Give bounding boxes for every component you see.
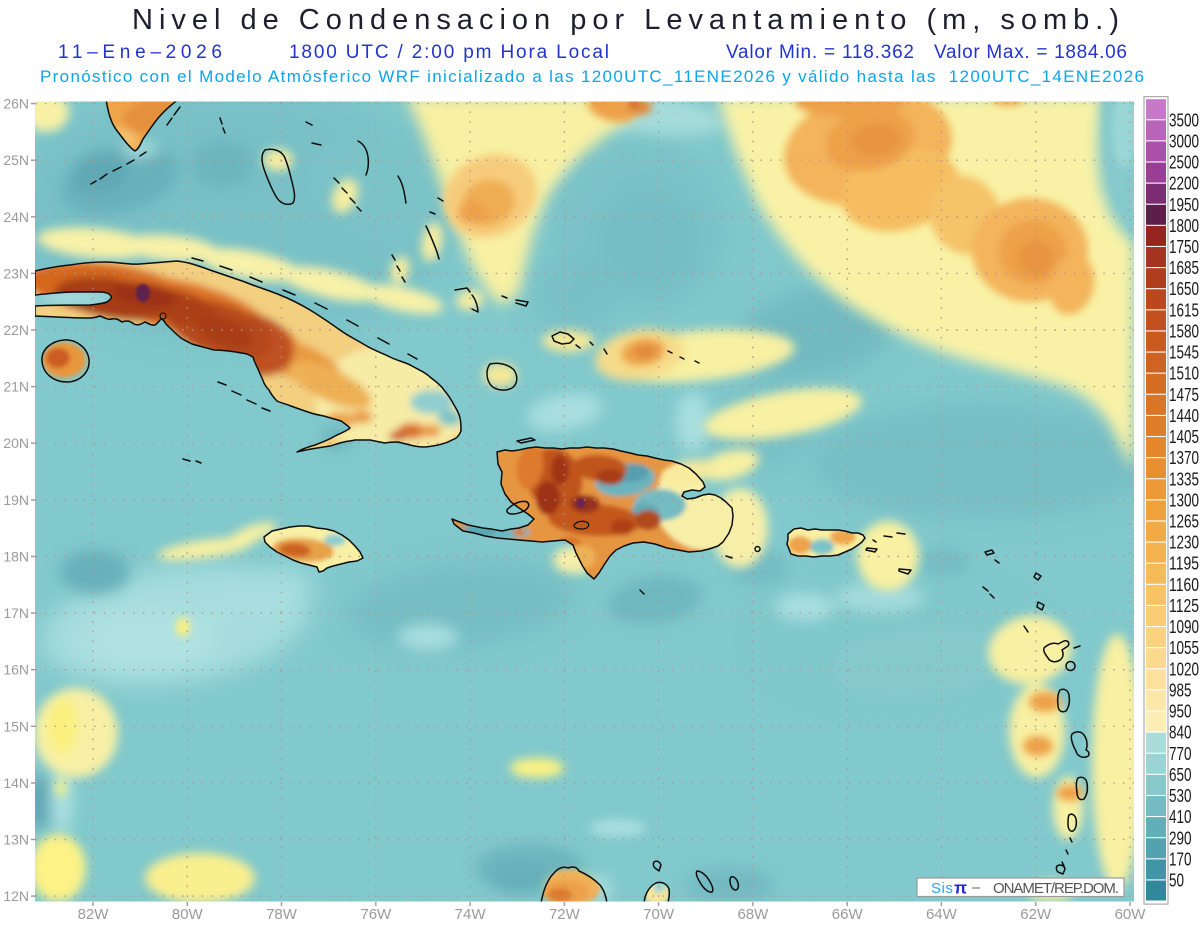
svg-text:66W: 66W	[832, 906, 864, 923]
svg-text:21N: 21N	[3, 379, 29, 395]
svg-text:650: 650	[1169, 764, 1192, 785]
svg-text:74W: 74W	[455, 906, 487, 923]
svg-text:1650: 1650	[1169, 278, 1199, 299]
svg-text:19N: 19N	[3, 492, 29, 508]
svg-text:76W: 76W	[360, 906, 392, 923]
svg-text:50: 50	[1169, 870, 1184, 891]
svg-text:Sis: Sis	[931, 880, 953, 897]
svg-text:1055: 1055	[1169, 637, 1199, 658]
svg-text:26N: 26N	[3, 96, 29, 112]
svg-text:1125: 1125	[1169, 595, 1199, 616]
svg-text:11–Ene–2026: 11–Ene–2026	[58, 42, 223, 63]
svg-text:1440: 1440	[1169, 405, 1199, 426]
svg-text:1090: 1090	[1169, 616, 1199, 637]
svg-text:1800 UTC / 2:00 pm Hora Local: 1800 UTC / 2:00 pm Hora Local	[289, 42, 610, 63]
svg-text:1230: 1230	[1169, 532, 1199, 553]
svg-text:78W: 78W	[266, 906, 298, 923]
svg-text:Nivel de Condensacion por Leva: Nivel de Condensacion por Levantamiento …	[132, 4, 1122, 36]
svg-text:14N: 14N	[3, 775, 29, 791]
svg-text:1750: 1750	[1169, 236, 1199, 257]
svg-text:1300: 1300	[1169, 489, 1199, 510]
svg-text:1545: 1545	[1169, 342, 1199, 363]
svg-text:13N: 13N	[3, 832, 29, 848]
svg-text:68W: 68W	[737, 906, 769, 923]
svg-text:1580: 1580	[1169, 321, 1199, 342]
svg-text:15N: 15N	[3, 718, 29, 734]
svg-text:2500: 2500	[1169, 152, 1199, 173]
svg-text:80W: 80W	[172, 906, 204, 923]
svg-text:ONAMET/REP.DOM.: ONAMET/REP.DOM.	[993, 880, 1119, 897]
svg-text:985: 985	[1169, 679, 1192, 700]
svg-text:1950: 1950	[1169, 194, 1199, 215]
svg-text:770: 770	[1169, 743, 1192, 764]
svg-text:290: 290	[1169, 827, 1192, 848]
svg-text:1160: 1160	[1169, 574, 1199, 595]
svg-text:70W: 70W	[643, 906, 675, 923]
svg-text:1195: 1195	[1169, 553, 1199, 574]
svg-text:3000: 3000	[1169, 130, 1199, 151]
svg-text:410: 410	[1169, 806, 1192, 827]
svg-text:Valor Max. = 1884.06: Valor Max. = 1884.06	[934, 42, 1128, 63]
svg-text:530: 530	[1169, 785, 1192, 806]
svg-text:64W: 64W	[926, 906, 958, 923]
svg-text:950: 950	[1169, 701, 1192, 722]
svg-text:60W: 60W	[1115, 906, 1147, 923]
svg-text:17N: 17N	[3, 605, 29, 621]
svg-text:1475: 1475	[1169, 384, 1199, 405]
svg-text:3500: 3500	[1169, 109, 1199, 130]
svg-text:1265: 1265	[1169, 511, 1199, 532]
svg-text:24N: 24N	[3, 209, 29, 225]
svg-text:170: 170	[1169, 848, 1192, 869]
svg-text:Valor Min. = 118.362: Valor Min. = 118.362	[726, 42, 915, 63]
svg-text:1335: 1335	[1169, 468, 1199, 489]
svg-text:π: π	[954, 879, 967, 898]
svg-text:1800: 1800	[1169, 215, 1199, 236]
svg-text:1615: 1615	[1169, 299, 1199, 320]
svg-text:20N: 20N	[3, 435, 29, 451]
svg-text:1685: 1685	[1169, 257, 1199, 278]
svg-text:72W: 72W	[549, 906, 581, 923]
svg-text:23N: 23N	[3, 265, 29, 281]
svg-text:82W: 82W	[78, 906, 110, 923]
svg-text:12N: 12N	[3, 888, 29, 904]
svg-text:840: 840	[1169, 722, 1192, 743]
svg-text:18N: 18N	[3, 549, 29, 565]
svg-text:1370: 1370	[1169, 447, 1199, 468]
svg-text:2200: 2200	[1169, 173, 1199, 194]
svg-text:Pronóstico con el Modelo Atmós: Pronóstico con el Modelo Atmósferico WRF…	[40, 67, 1144, 86]
svg-text:1510: 1510	[1169, 363, 1199, 384]
svg-text:1405: 1405	[1169, 426, 1199, 447]
svg-text:25N: 25N	[3, 152, 29, 168]
svg-text:16N: 16N	[3, 662, 29, 678]
svg-text:1020: 1020	[1169, 658, 1199, 679]
svg-text:22N: 22N	[3, 322, 29, 338]
svg-text:62W: 62W	[1020, 906, 1052, 923]
svg-text:–: –	[972, 879, 981, 896]
